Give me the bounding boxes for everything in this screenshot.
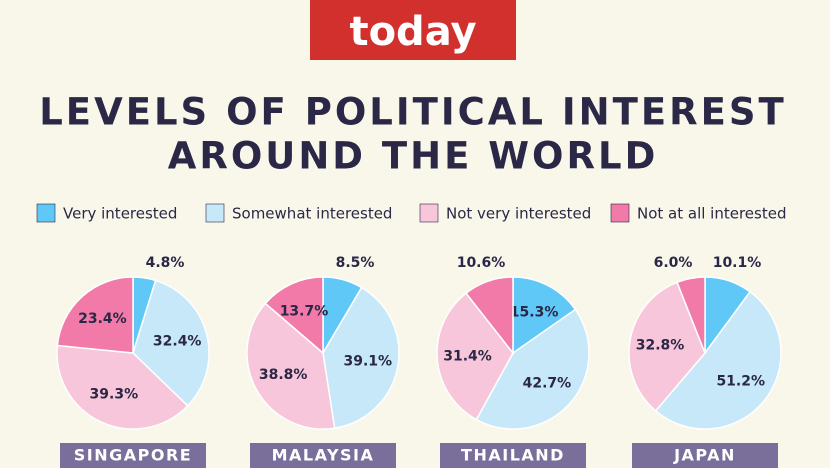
value-label: 4.8% xyxy=(146,255,185,271)
country-label: THAILAND xyxy=(461,446,565,465)
country-label: SINGAPORE xyxy=(74,446,192,465)
value-label: 8.5% xyxy=(336,255,375,271)
pie-slice xyxy=(512,276,577,355)
legend-label: Not at all interested xyxy=(637,205,786,223)
pie-slice xyxy=(464,276,514,356)
pie-slice xyxy=(56,344,189,430)
value-label: 10.1% xyxy=(713,255,762,271)
title-line: LEVELS OF POLITICAL INTEREST xyxy=(39,91,787,134)
pie-slice xyxy=(436,292,514,421)
value-label: 15.3% xyxy=(510,305,559,321)
legend-label: Very interested xyxy=(63,205,177,223)
value-label: 42.7% xyxy=(523,375,572,391)
value-label: 32.4% xyxy=(153,334,202,350)
pie-slice xyxy=(132,279,210,407)
country-pill xyxy=(60,443,206,468)
value-label: 10.6% xyxy=(457,255,506,271)
value-label: 38.8% xyxy=(259,367,308,383)
value-label: 6.0% xyxy=(654,255,693,271)
country-label: MALAYSIA xyxy=(272,446,375,465)
value-label: 39.1% xyxy=(343,354,392,370)
title-line: AROUND THE WORLD xyxy=(168,135,659,178)
pie-slice xyxy=(56,276,134,354)
value-label: 51.2% xyxy=(716,373,765,389)
pie-slice xyxy=(654,290,782,430)
pie-slice xyxy=(246,302,336,430)
logo-box xyxy=(310,0,516,60)
country-pill xyxy=(632,443,778,468)
pie-slice xyxy=(322,286,400,429)
legend-label: Not very interested xyxy=(446,205,591,223)
value-label: 32.8% xyxy=(636,338,685,354)
country-pill xyxy=(250,443,396,468)
legend-label: Somewhat interested xyxy=(232,205,392,223)
legend-swatch xyxy=(205,203,225,223)
value-label: 23.4% xyxy=(78,311,127,327)
pie-slice xyxy=(628,281,706,412)
legend-swatch xyxy=(610,203,630,223)
value-label: 13.7% xyxy=(280,304,329,320)
legend-swatch xyxy=(36,203,56,223)
country-pill xyxy=(440,443,586,468)
legend-swatch xyxy=(419,203,439,223)
pie-slice xyxy=(475,308,590,430)
pie-slice xyxy=(264,276,324,355)
pie-slice xyxy=(676,276,706,354)
country-label: JAPAN xyxy=(673,446,736,465)
logo: today xyxy=(349,9,476,55)
value-label: 31.4% xyxy=(443,349,492,365)
value-label: 39.3% xyxy=(90,386,139,402)
